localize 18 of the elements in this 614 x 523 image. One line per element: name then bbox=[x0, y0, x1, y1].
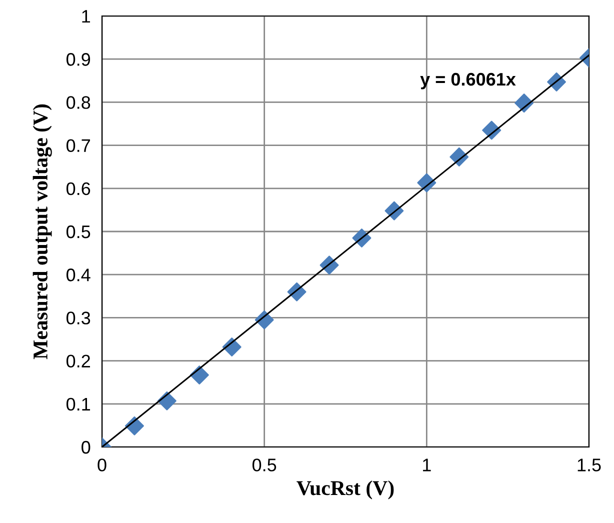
y-tick-label: 0.8 bbox=[66, 96, 90, 109]
annotation: y = 0.6061x bbox=[420, 72, 516, 90]
y-axis-title: Measured output voltage (V) bbox=[32, 104, 52, 360]
x-tick-label: 1.5 bbox=[578, 458, 601, 472]
y-tick-label: 0.7 bbox=[66, 139, 90, 152]
y-tick-label: 0.2 bbox=[66, 354, 90, 368]
x-tick-label: 0 bbox=[98, 458, 106, 472]
y-tick-label: 0.1 bbox=[66, 398, 90, 411]
x-tick-label: 1 bbox=[423, 458, 431, 472]
y-tick-label: 1 bbox=[82, 10, 90, 23]
y-tick-label: 0.4 bbox=[66, 268, 90, 282]
y-tick-label: 0.9 bbox=[66, 53, 90, 66]
y-tick-label: 0 bbox=[82, 440, 90, 454]
x-tick-label: 0.5 bbox=[252, 458, 276, 472]
x-axis-title: VucRst (V) bbox=[296, 480, 394, 500]
y-tick-label: 0.3 bbox=[66, 312, 90, 324]
y-tick-label: 0.5 bbox=[66, 225, 90, 238]
y-tick-label: 0.6 bbox=[66, 182, 90, 196]
